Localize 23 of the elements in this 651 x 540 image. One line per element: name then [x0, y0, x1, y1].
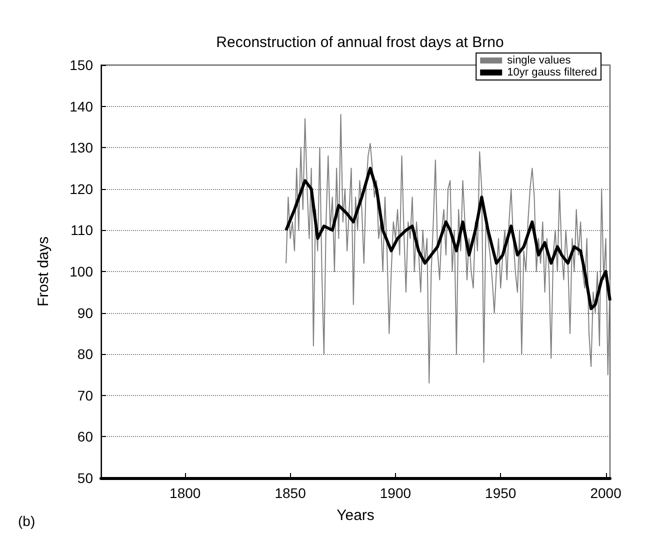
x-tick-label: 1900	[380, 485, 412, 501]
y-tick-label: 100	[70, 264, 94, 280]
line-series	[284, 166, 612, 310]
x-tick-label: 1850	[274, 485, 306, 501]
x-axis-title: Years	[336, 507, 374, 524]
x-tick-label: 1800	[170, 485, 201, 501]
text: (b)	[18, 513, 36, 529]
y-tick-label: 140	[70, 98, 94, 114]
x-tick-label: 2000	[590, 485, 622, 501]
legend-label: single values	[507, 54, 572, 66]
y-tick-label: 110	[70, 222, 94, 238]
y-axis-title: Frost days	[35, 236, 52, 307]
y-tick-label: 60	[77, 428, 94, 445]
x-tick-label: 1950	[485, 485, 516, 501]
legend-label: 10yr gauss filtered	[507, 66, 598, 78]
y-tick-label: 150	[70, 57, 94, 73]
y-tick-label: 70	[77, 387, 94, 404]
y-tick-label: 130	[70, 140, 94, 156]
y-tick-label: 80	[77, 346, 94, 362]
y-tick-label: 90	[77, 304, 94, 321]
y-tick-label: 120	[70, 180, 94, 197]
y-tick-label: 50	[77, 470, 94, 486]
chart-title: Reconstruction of annual frost days at Brno	[216, 34, 504, 51]
